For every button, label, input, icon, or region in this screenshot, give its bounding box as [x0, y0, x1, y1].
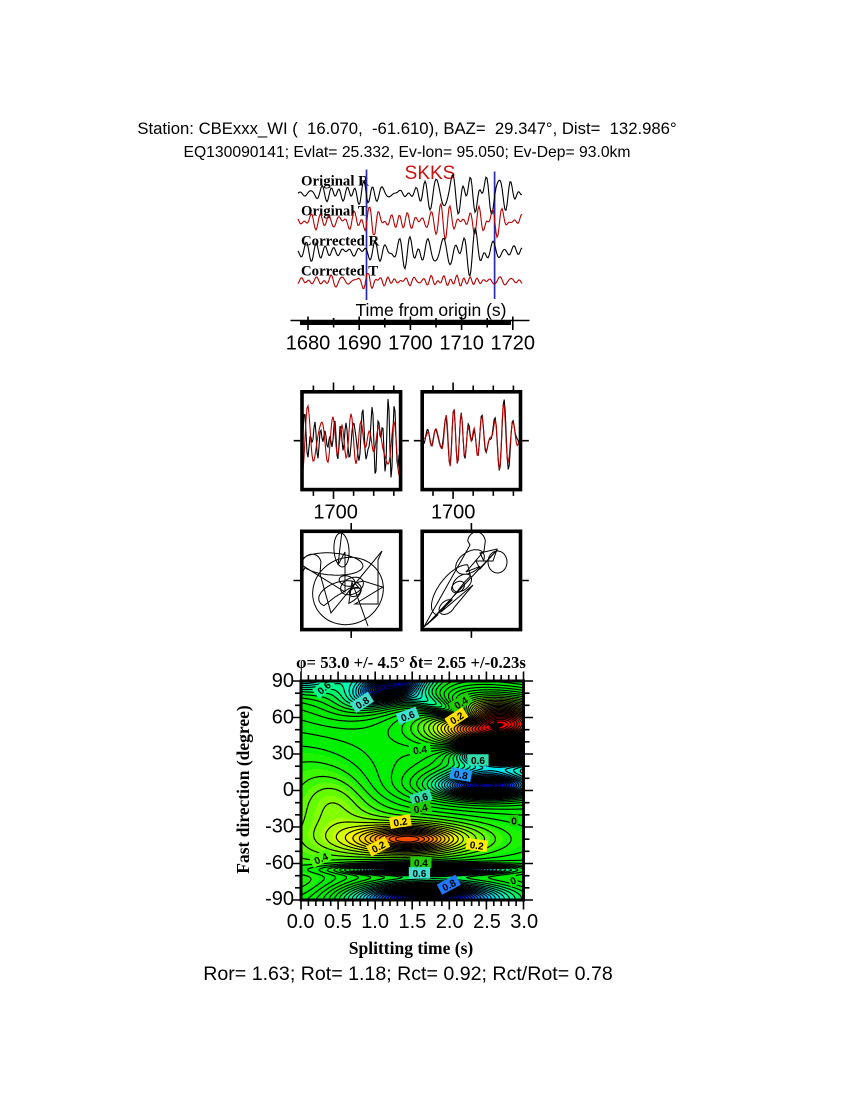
svg-text:φ= 53.0 +/- 4.5° δt= 2.65 +/-0: φ= 53.0 +/- 4.5° δt= 2.65 +/-0.23s: [296, 653, 526, 672]
svg-text:0: 0: [511, 817, 517, 828]
svg-text:0.4: 0.4: [414, 859, 428, 870]
svg-text:1710: 1710: [439, 333, 484, 355]
svg-text:Original T: Original T: [301, 204, 368, 220]
svg-text:SKKS: SKKS: [405, 163, 456, 184]
svg-text:Corrected T: Corrected T: [301, 264, 378, 280]
svg-text:EQ130090141; Evlat= 25.332, Ev: EQ130090141; Evlat= 25.332, Ev-lon= 95.0…: [184, 144, 631, 161]
svg-text:1690: 1690: [337, 333, 382, 355]
svg-text:0.6: 0.6: [471, 756, 485, 767]
svg-text:0.6: 0.6: [400, 709, 417, 724]
svg-text:Splitting time (s): Splitting time (s): [349, 938, 474, 958]
svg-text:1700: 1700: [388, 333, 433, 355]
svg-text:0: 0: [283, 779, 294, 801]
svg-text:-60: -60: [265, 852, 294, 874]
svg-text:0.4: 0.4: [413, 803, 429, 817]
svg-text:1700: 1700: [313, 502, 358, 524]
svg-text:0.4: 0.4: [313, 851, 331, 867]
svg-text:0.6: 0.6: [412, 869, 426, 880]
svg-text:90: 90: [272, 670, 294, 692]
svg-text:60: 60: [272, 706, 294, 728]
svg-text:0.4: 0.4: [413, 745, 429, 758]
svg-text:Corrected R: Corrected R: [301, 234, 380, 250]
svg-text:0.0: 0.0: [287, 911, 315, 933]
svg-text:Station: CBExxx_WI ( 16.070,: Station: CBExxx_WI ( 16.070, -61.610), B…: [137, 119, 676, 138]
svg-text:1.5: 1.5: [398, 911, 426, 933]
svg-text:0.8: 0.8: [453, 769, 469, 782]
svg-text:3.0: 3.0: [510, 911, 538, 933]
svg-text:-30: -30: [265, 815, 294, 837]
svg-text:0: 0: [509, 875, 518, 887]
svg-text:Fast direction (degree): Fast direction (degree): [233, 705, 253, 874]
svg-text:30: 30: [272, 743, 294, 765]
svg-text:2.0: 2.0: [436, 911, 464, 933]
svg-text:2.5: 2.5: [473, 911, 501, 933]
svg-text:0.5: 0.5: [324, 911, 352, 933]
svg-text:-90: -90: [265, 888, 294, 910]
svg-text:1680: 1680: [286, 333, 331, 355]
svg-text:Time from origin (s): Time from origin (s): [355, 300, 506, 320]
svg-text:1.0: 1.0: [361, 911, 389, 933]
svg-text:1700: 1700: [431, 502, 476, 524]
svg-text:Ror= 1.63; Rot= 1.18; Rct= 0.9: Ror= 1.63; Rot= 1.18; Rct= 0.92; Rct/Rot…: [203, 963, 613, 985]
svg-text:Original R: Original R: [301, 174, 369, 190]
svg-text:0.2: 0.2: [393, 816, 409, 829]
svg-text:1720: 1720: [491, 333, 536, 355]
svg-text:0.2: 0.2: [469, 840, 485, 853]
